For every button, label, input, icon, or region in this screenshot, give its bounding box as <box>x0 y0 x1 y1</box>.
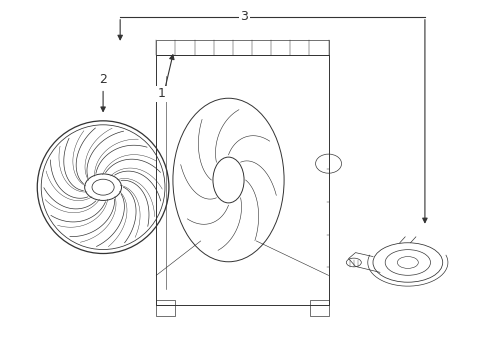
Text: 1: 1 <box>157 87 165 100</box>
Bar <box>156 300 174 316</box>
Text: 3: 3 <box>240 10 248 23</box>
Bar <box>156 40 328 55</box>
Text: 2: 2 <box>99 73 107 86</box>
Bar <box>309 300 328 316</box>
